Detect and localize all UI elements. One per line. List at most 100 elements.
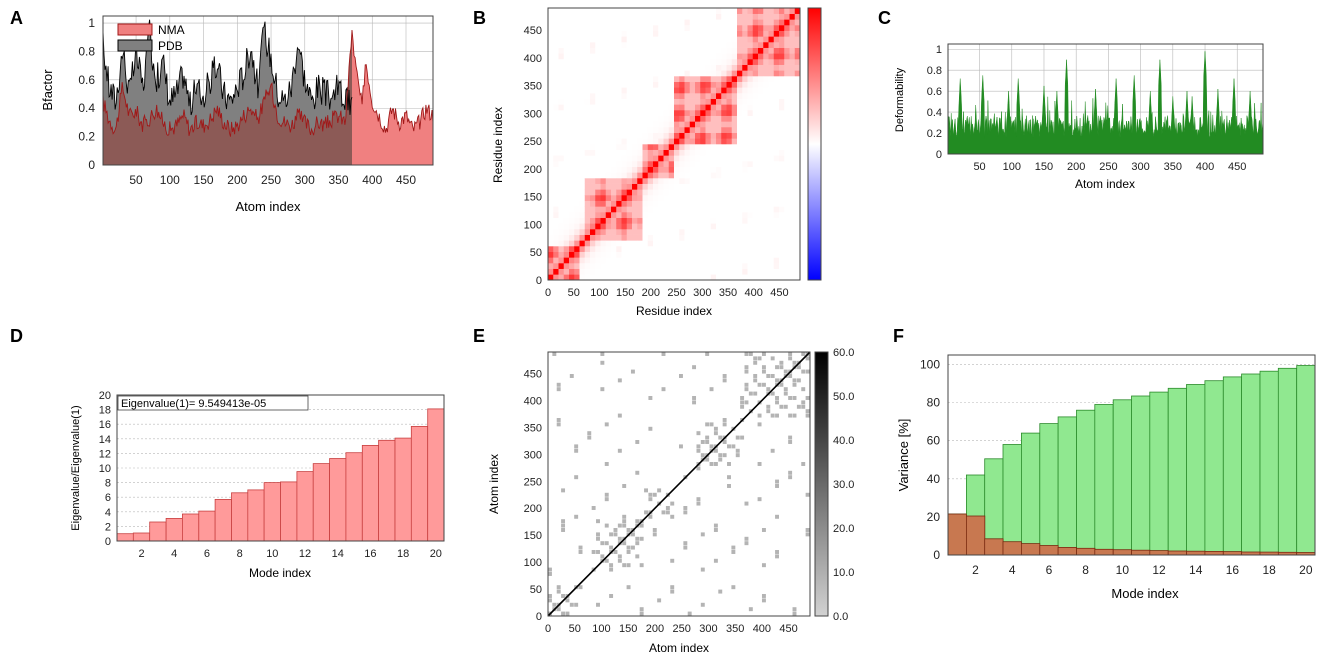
heatmap-cell xyxy=(668,47,675,54)
heatmap-cell xyxy=(595,47,601,54)
heatmap-cell xyxy=(569,217,575,224)
heatmap-cell xyxy=(553,81,559,88)
heatmap-cell xyxy=(611,138,617,145)
heatmap-cell xyxy=(789,53,796,60)
heatmap-cell xyxy=(752,195,759,201)
heatmap-cell xyxy=(563,149,570,156)
heatmap-cell xyxy=(721,183,727,190)
heatmap-cell xyxy=(731,229,738,235)
heatmap-cell xyxy=(742,53,748,60)
heatmap-cell xyxy=(737,47,743,54)
heatmap-cell xyxy=(752,138,759,145)
heatmap-cell xyxy=(579,268,586,275)
heatmap-cell xyxy=(705,76,712,82)
heatmap-cell xyxy=(600,257,607,264)
heatmap-cell xyxy=(621,200,628,207)
heatmap-cell xyxy=(595,189,601,196)
heatmap-cell xyxy=(563,13,570,20)
heatmap-cell xyxy=(773,121,780,128)
heatmap-cell xyxy=(553,93,559,99)
heatmap-cell xyxy=(740,396,745,400)
heatmap-cell xyxy=(595,212,601,218)
heatmap-cell xyxy=(548,155,554,162)
panel-b-xlabel: Residue index xyxy=(636,304,712,318)
heatmap-cell xyxy=(758,30,764,37)
cumulative-variance-bar xyxy=(1296,365,1316,556)
heatmap-cell xyxy=(773,64,780,71)
heatmap-cell xyxy=(710,81,717,88)
heatmap-cell xyxy=(590,274,596,281)
heatmap-cell xyxy=(621,127,628,133)
heatmap-cell xyxy=(726,166,733,173)
heatmap-cell xyxy=(779,144,785,150)
heatmap-cell xyxy=(770,374,775,378)
heatmap-cell xyxy=(695,64,701,71)
heatmap-cell xyxy=(731,87,738,94)
heatmap-cell xyxy=(563,138,570,145)
heatmap-cell xyxy=(737,217,743,224)
heatmap-cell xyxy=(742,104,748,111)
heatmap-cell xyxy=(621,144,628,150)
heatmap-cell xyxy=(763,212,769,218)
heatmap-cell xyxy=(647,81,654,88)
heatmap-cell xyxy=(779,59,785,65)
heatmap-cell xyxy=(658,251,664,258)
heatmap-cell xyxy=(779,115,785,122)
heatmap-cell xyxy=(726,115,733,122)
heatmap-cell xyxy=(621,229,628,235)
heatmap-cell xyxy=(731,36,738,43)
heatmap-cell xyxy=(747,53,754,60)
heatmap-cell xyxy=(596,602,600,607)
heatmap-cell xyxy=(770,448,775,453)
panel-a-ytick-label: 0.8 xyxy=(78,44,95,58)
eigenvalue-bar xyxy=(394,437,412,542)
heatmap-cell xyxy=(574,64,580,71)
heatmap-cell xyxy=(657,488,662,493)
heatmap-cell xyxy=(747,155,754,162)
heatmap-cell xyxy=(747,93,754,99)
heatmap-cell xyxy=(684,263,691,269)
heatmap-cell xyxy=(611,19,617,26)
heatmap-cell xyxy=(784,13,790,20)
heatmap-cell xyxy=(574,59,580,65)
heatmap-cell xyxy=(794,53,801,60)
heatmap-cell xyxy=(600,229,607,235)
heatmap-cell xyxy=(569,64,575,71)
heatmap-cell xyxy=(761,352,766,356)
heatmap-cell xyxy=(574,30,580,37)
heatmap-cell xyxy=(613,528,618,532)
heatmap-cell xyxy=(705,36,712,43)
heatmap-cell xyxy=(652,492,657,497)
heatmap-cell xyxy=(784,166,790,173)
heatmap-cell xyxy=(684,155,691,162)
heatmap-cell xyxy=(731,444,736,449)
heatmap-cell xyxy=(789,274,796,281)
heatmap-cell xyxy=(584,81,591,88)
heatmap-cell xyxy=(752,183,759,190)
heatmap-cell xyxy=(653,268,659,275)
heatmap-cell xyxy=(784,195,790,201)
heatmap-cell xyxy=(721,53,727,60)
heatmap-cell xyxy=(700,257,706,264)
heatmap-cell xyxy=(600,251,607,258)
heatmap-cell xyxy=(653,172,659,179)
heatmap-cell xyxy=(721,70,727,77)
panel-d-xtick-label: 4 xyxy=(171,548,177,560)
heatmap-cell xyxy=(590,19,596,26)
heatmap-cell xyxy=(684,161,691,167)
heatmap-cell xyxy=(663,76,670,82)
heatmap-cell xyxy=(689,76,696,82)
heatmap-cell xyxy=(779,110,785,116)
panel-a-legend: NMA PDB xyxy=(117,23,185,53)
heatmap-cell xyxy=(605,30,612,37)
heatmap-cell xyxy=(668,132,675,139)
heatmap-cell xyxy=(742,115,748,122)
heatmap-cell xyxy=(794,183,801,190)
heatmap-cell xyxy=(558,274,565,281)
heatmap-cell xyxy=(642,149,649,156)
heatmap-cell xyxy=(779,166,785,173)
heatmap-cell xyxy=(590,223,596,230)
heatmap-cell xyxy=(600,360,605,365)
heatmap-cell xyxy=(721,42,727,48)
heatmap-cell xyxy=(744,541,749,546)
